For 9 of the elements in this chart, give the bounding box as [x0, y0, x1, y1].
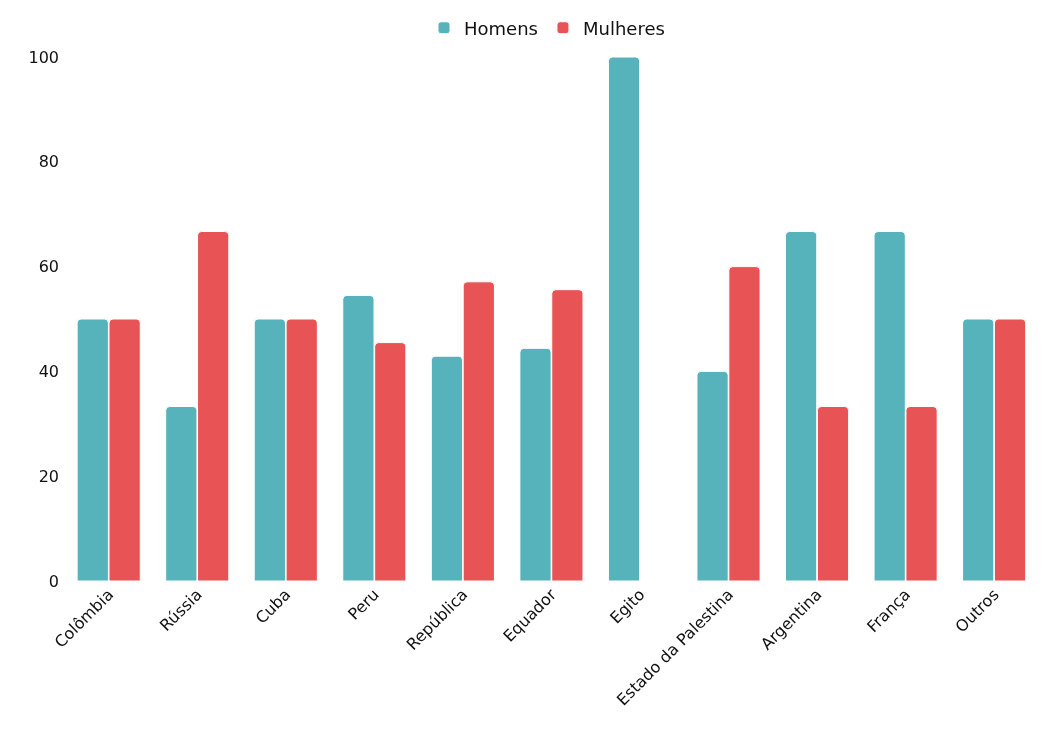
y-tick-label: 100 — [28, 47, 59, 67]
y-tick-label: 40 — [38, 362, 59, 381]
bar — [607, 57, 641, 581]
legend-label: Homens — [464, 17, 538, 39]
legend-label: Mulheres — [582, 17, 665, 39]
y-tick-label: 60 — [38, 257, 59, 277]
y-tick-label: 0 — [48, 571, 59, 591]
y-tick-label: 20 — [38, 466, 59, 486]
y-tick-label: 80 — [38, 152, 59, 172]
